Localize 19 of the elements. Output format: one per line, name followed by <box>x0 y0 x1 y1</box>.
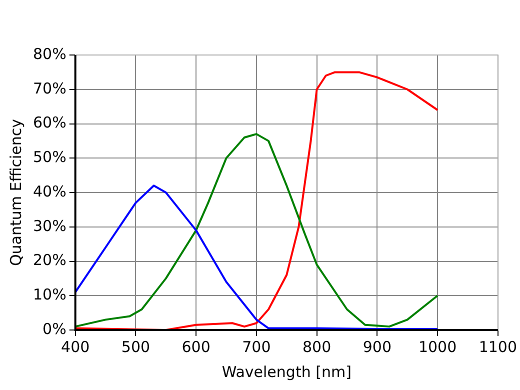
x-tick-label: 400 <box>61 338 90 356</box>
x-tick-label: 1100 <box>478 338 518 356</box>
y-tick-label: 50% <box>32 148 66 166</box>
y-tick-label: 60% <box>32 114 66 132</box>
y-tick-label: 70% <box>32 79 66 98</box>
x-tick-label: 700 <box>242 338 271 356</box>
x-tick-label: 500 <box>121 338 150 356</box>
y-tick-label: 0% <box>42 320 66 338</box>
x-axis-title: Wavelength [nm] <box>222 362 352 381</box>
y-tick-label: 80% <box>32 44 66 63</box>
x-tick-label: 600 <box>182 338 210 356</box>
x-tick-label: 900 <box>362 338 392 356</box>
y-tick-label: 10% <box>32 286 66 304</box>
y-axis-title: Quantum Efficiency <box>6 118 25 266</box>
y-tick-label: 30% <box>32 216 66 235</box>
x-tick-label: 800 <box>302 338 332 356</box>
x-tick-label: 1000 <box>418 338 457 356</box>
y-tick-label: 40% <box>32 182 66 200</box>
y-tick-label: 20% <box>32 251 66 270</box>
